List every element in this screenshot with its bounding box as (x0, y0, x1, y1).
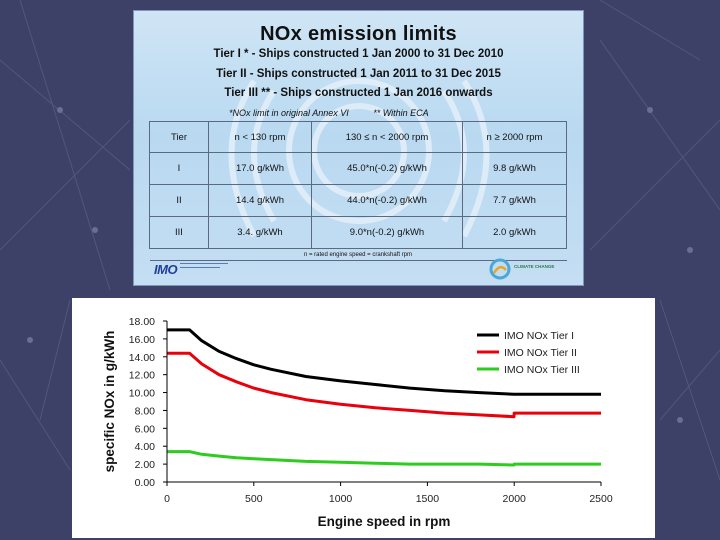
globe-icon (489, 258, 511, 280)
note-annex-vi: *NOx limit in original Annex VI (229, 108, 349, 118)
series-line-tier-3 (167, 450, 601, 467)
table-cell: I (149, 152, 209, 185)
table-header: 130 ≤ n < 2000 rpm (311, 121, 463, 153)
y-tick-label: 4.00 (135, 441, 156, 453)
tier-2-description: Tier II - Ships constructed 1 Jan 2011 t… (216, 68, 501, 80)
legend-entry: IMO NOx Tier I (504, 330, 574, 342)
footnotes: *NOx limit in original Annex VI ** Withi… (229, 108, 451, 118)
x-axis-title: Engine speed in rpm (318, 514, 451, 529)
table-row: II 14.4 g/kWh 44.0*n(-0.2) g/kWh 7.7 g/k… (149, 184, 567, 217)
y-tick-label: 0.00 (135, 477, 156, 489)
nox-chart-panel: 0.00 2.00 4.00 6.00 8.00 10.00 12.00 14.00 16.00… (72, 298, 655, 538)
nox-limits-slide: NOx emission limits Tier I * - Ships con… (133, 10, 584, 286)
slide-title: NOx emission limits (260, 23, 457, 45)
table-cell: 45.0*n(-0.2) g/kWh (311, 152, 463, 185)
table-row: I 17.0 g/kWh 45.0*n(-0.2) g/kWh 9.8 g/kW… (149, 152, 567, 185)
y-tick-label: 2.00 (135, 459, 156, 471)
y-axis-title: specific NOx in g/kWh (102, 331, 117, 473)
table-row: III 3.4. g/kWh 9.0*n(-0.2) g/kWh 2.0 g/k… (149, 216, 567, 249)
table-footnote-row: n = rated engine speed = crankshaft rpm (149, 248, 567, 261)
table-cell: 7.7 g/kWh (462, 184, 567, 217)
table-cell: 44.0*n(-0.2) g/kWh (311, 184, 463, 217)
y-tick-label: 18.00 (129, 316, 155, 328)
y-tick-label: 14.00 (129, 352, 155, 364)
table-cell: II (149, 184, 209, 217)
nox-limits-table: Tier n < 130 rpm 130 ≤ n < 2000 rpm n ≥ … (149, 121, 567, 261)
x-tick-label: 2000 (503, 493, 527, 505)
y-tick-label: 12.00 (129, 370, 155, 382)
series-line-tier-2 (167, 351, 601, 419)
table-cell: 2.0 g/kWh (462, 216, 567, 249)
x-tick-label: 1500 (416, 493, 440, 505)
y-tick-label: 6.00 (135, 423, 156, 435)
table-cell: 17.0 g/kWh (208, 152, 312, 185)
x-tick-label: 1000 (329, 493, 353, 505)
table-cell: III (149, 216, 209, 249)
table-header: Tier (149, 121, 209, 153)
table-header: n < 130 rpm (208, 121, 312, 153)
legend-entry: IMO NOx Tier III (504, 364, 580, 376)
tier-1-description: Tier I * - Ships constructed 1 Jan 2000 … (213, 48, 504, 60)
x-tick-label: 0 (164, 493, 170, 505)
climate-change-logo: CLIMATE CHANGE (489, 258, 569, 280)
imo-logo: IMO (154, 261, 234, 277)
legend-entry: IMO NOx Tier II (504, 347, 577, 359)
table-header: n ≥ 2000 rpm (462, 121, 567, 153)
x-tick-label: 2500 (589, 493, 613, 505)
table-footnote: n = rated engine speed = crankshaft rpm (149, 248, 567, 261)
note-eca: ** Within ECA (373, 108, 429, 118)
table-cell: 3.4. g/kWh (208, 216, 312, 249)
table-header-row: Tier n < 130 rpm 130 ≤ n < 2000 rpm n ≥ … (149, 121, 567, 153)
tier-3-description: Tier III ** - Ships constructed 1 Jan 20… (224, 87, 493, 99)
series-line-tier-1 (167, 328, 601, 396)
y-tick-label: 16.00 (129, 334, 155, 346)
nox-line-chart: 0.00 2.00 4.00 6.00 8.00 10.00 12.00 14.00 16.00… (102, 316, 613, 529)
table-cell: 14.4 g/kWh (208, 184, 312, 217)
table-cell: 9.8 g/kWh (462, 152, 567, 185)
x-tick-label: 500 (245, 493, 263, 505)
y-tick-label: 8.00 (135, 405, 156, 417)
y-tick-label: 10.00 (129, 388, 155, 400)
table-cell: 9.0*n(-0.2) g/kWh (311, 216, 463, 249)
